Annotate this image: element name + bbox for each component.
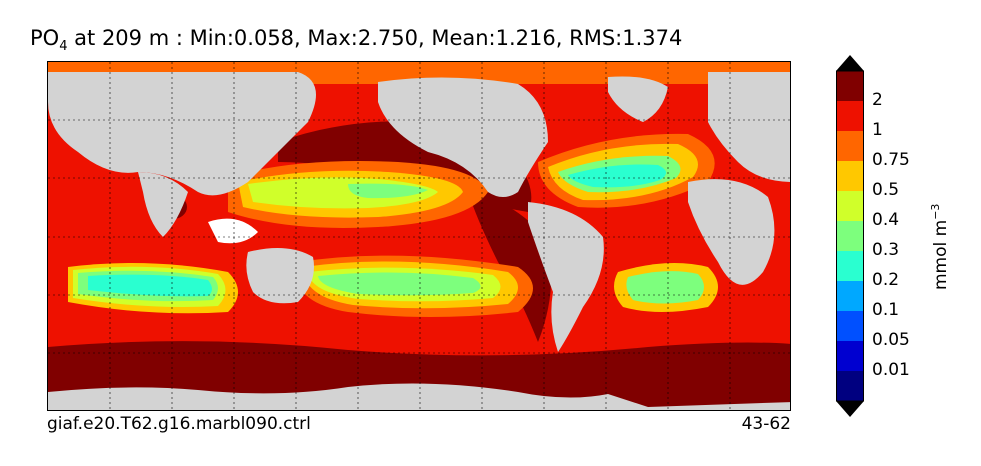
india-land [138, 172, 188, 237]
colorbar-tick-label: 0.2 [872, 270, 900, 290]
greenland-land [608, 76, 668, 122]
colorbar-border [836, 70, 864, 402]
maritime-continent-mask [208, 218, 258, 244]
south-america-land [528, 202, 604, 352]
title-stats: at 209 m : Min:0.058, Max:2.750, Mean:1.… [67, 26, 683, 50]
map-canvas [48, 62, 790, 410]
colorbar-segment [836, 161, 864, 191]
africa-land [688, 179, 775, 285]
map-title: PO4 at 209 m : Min:0.058, Max:2.750, Mea… [30, 26, 820, 54]
year-range: 43-62 [741, 414, 791, 434]
south-atlantic-gyre-2 [626, 271, 704, 304]
colorbar-segment [836, 221, 864, 251]
north-pacific-gyre-4 [348, 183, 428, 199]
graticule [48, 62, 790, 410]
colorbar-tick-label: 0.75 [872, 150, 910, 170]
ocean-map [47, 61, 791, 411]
colorbar-tick-label: 0.5 [872, 180, 900, 200]
colorbar-tick-label: 0.1 [872, 300, 900, 320]
colorbar-segment [836, 251, 864, 281]
colorbar-tick-label: 0.01 [872, 360, 910, 380]
north-atlantic-gyre-4 [568, 164, 667, 188]
colorbar-tick-label: 2 [872, 90, 883, 110]
unit-text: mmol m−3 [929, 204, 951, 290]
colorbar-tick-label: 0.4 [872, 210, 900, 230]
colorbar-segment [836, 371, 864, 401]
colorbar-tick-label: 1 [872, 120, 883, 140]
colorbar-extend-max [836, 55, 864, 71]
australia-land [246, 248, 314, 304]
colorbar-segment [836, 281, 864, 311]
colorbar-segment [836, 131, 864, 161]
south-indian-gyre-4 [88, 274, 212, 297]
colorbar-segment [836, 311, 864, 341]
colorbar-svg [836, 55, 864, 417]
colorbar-segment [836, 191, 864, 221]
title-subscript: 4 [59, 39, 68, 55]
case-name: giaf.e20.T62.g16.marbl090.ctrl [47, 414, 311, 434]
south-pacific-gyre-4 [318, 272, 481, 296]
europe-land [708, 72, 790, 182]
title-variable: PO [30, 26, 60, 50]
antarctica-land [48, 383, 790, 410]
colorbar-tick-label: 0.05 [872, 330, 910, 350]
colorbar-segment [836, 71, 864, 101]
colorbar-unit-label: mmol m−3 [920, 180, 960, 300]
colorbar-segment [836, 101, 864, 131]
north-america-land [378, 77, 548, 197]
colorbar-tick-label: 0.3 [872, 240, 900, 260]
colorbar-segment [836, 341, 864, 371]
colorbar [836, 55, 864, 417]
colorbar-extend-min [836, 401, 864, 417]
eurasia-land [48, 72, 316, 196]
